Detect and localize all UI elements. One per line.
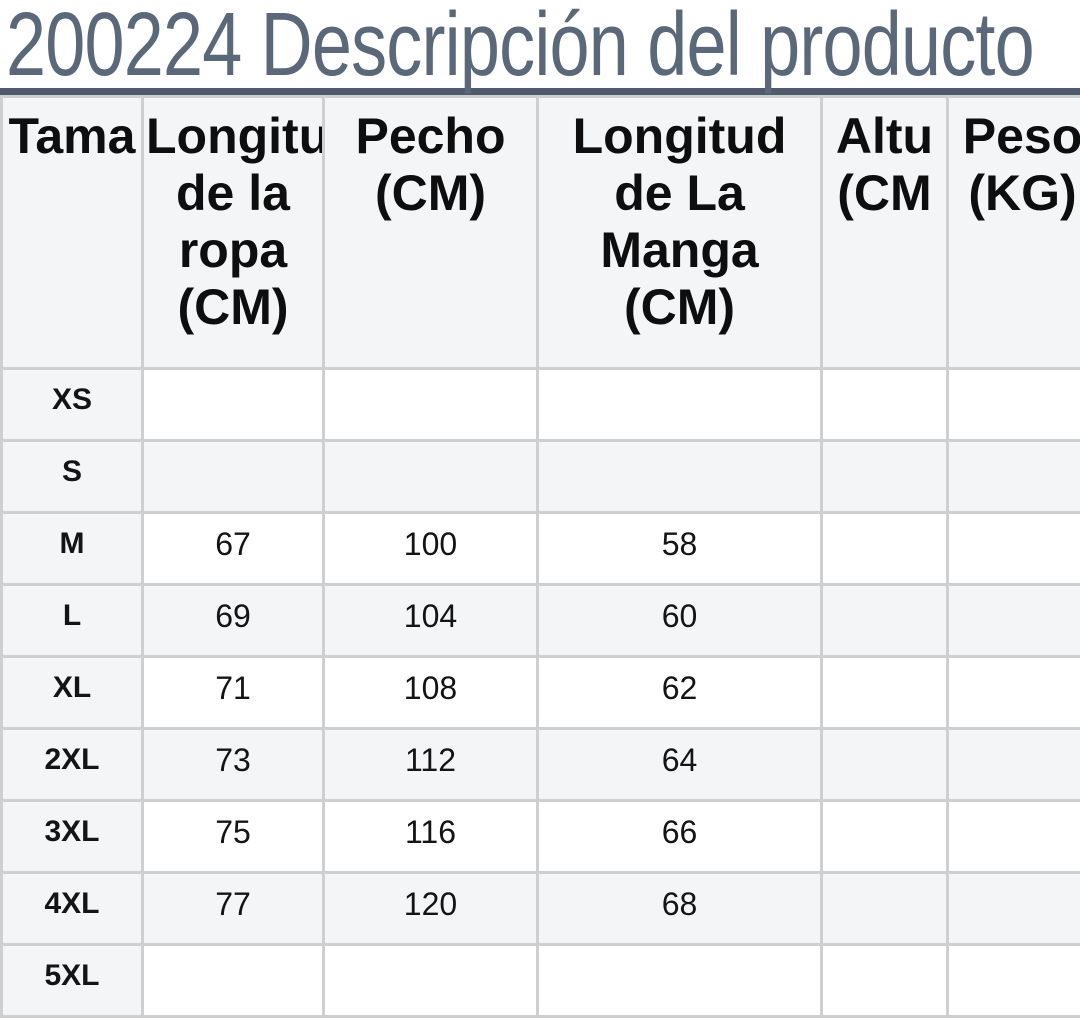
value-cell [143,945,324,1017]
value-cell [538,441,822,513]
column-header: Tama [2,97,143,369]
value-cell: 58 [538,513,822,585]
value-cell: 77 [143,873,324,945]
value-cell [948,945,1080,1017]
value-cell [143,369,324,441]
size-cell: M [2,513,143,585]
size-cell: XS [2,369,143,441]
value-cell [538,369,822,441]
value-cell [324,441,538,513]
value-cell: 64 [538,729,822,801]
value-cell [822,945,948,1017]
size-cell: 2XL [2,729,143,801]
value-cell [538,945,822,1017]
value-cell: 62 [538,657,822,729]
value-cell: 68 [538,873,822,945]
value-cell [143,441,324,513]
value-cell [948,369,1080,441]
value-cell [948,585,1080,657]
table-row: S [2,441,1080,513]
value-cell [948,657,1080,729]
value-cell: 66 [538,801,822,873]
value-cell: 67 [143,513,324,585]
value-cell: 104 [324,585,538,657]
column-header: Altu (CM [822,97,948,369]
size-cell: S [2,441,143,513]
value-cell [948,729,1080,801]
value-cell [948,513,1080,585]
column-header: Longitud de La Manga (CM) [538,97,822,369]
size-cell: 3XL [2,801,143,873]
value-cell [822,513,948,585]
value-cell: 73 [143,729,324,801]
value-cell [822,369,948,441]
value-cell: 120 [324,873,538,945]
value-cell [822,441,948,513]
table-row: XS [2,369,1080,441]
value-cell: 112 [324,729,538,801]
value-cell [822,801,948,873]
value-cell [822,657,948,729]
value-cell [324,369,538,441]
value-cell: 100 [324,513,538,585]
value-cell: 116 [324,801,538,873]
value-cell [948,801,1080,873]
size-cell: L [2,585,143,657]
size-cell: 4XL [2,873,143,945]
value-cell [948,873,1080,945]
value-cell: 69 [143,585,324,657]
value-cell: 71 [143,657,324,729]
column-header: Longitu de la ropa (CM) [143,97,324,369]
value-cell [948,441,1080,513]
column-header: Peso (KG) [948,97,1080,369]
value-cell [822,729,948,801]
value-cell [822,585,948,657]
table-row: 5XL [2,945,1080,1017]
size-cell: XL [2,657,143,729]
size-cell: 5XL [2,945,143,1017]
value-cell: 60 [538,585,822,657]
value-cell [324,945,538,1017]
column-header: Pecho (CM) [324,97,538,369]
value-cell: 108 [324,657,538,729]
value-cell [822,873,948,945]
value-cell: 75 [143,801,324,873]
page-title: 200224 Descripción del producto [6,2,865,88]
